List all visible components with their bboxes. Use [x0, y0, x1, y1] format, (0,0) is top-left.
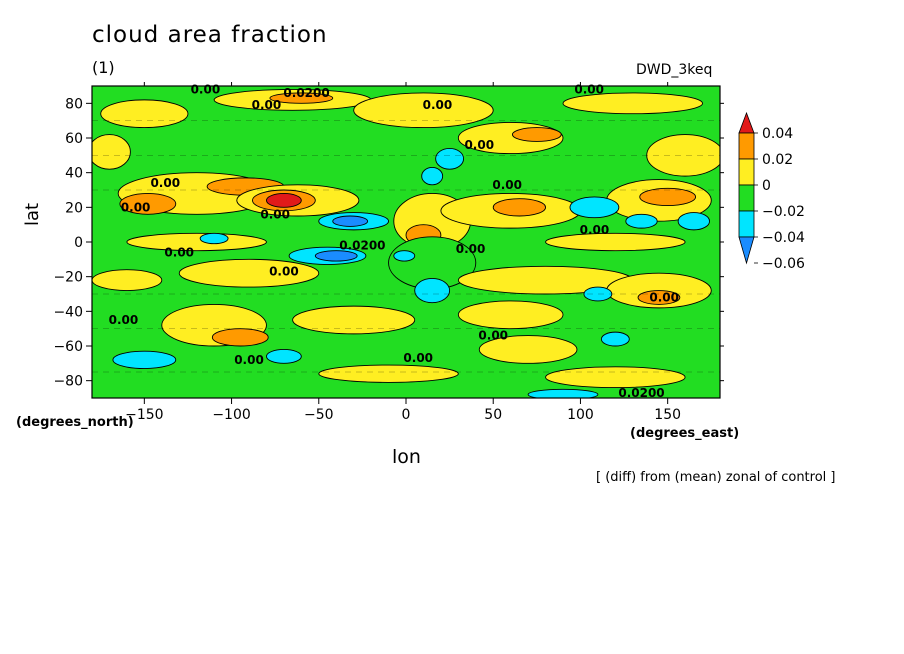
- contour-label: 0.00: [150, 176, 180, 190]
- contour-label: 0.00: [269, 264, 299, 278]
- colorbar: 0.04 0.02 0 −0.02 −0.04 −0.06: [738, 111, 805, 272]
- field-region: [421, 167, 444, 186]
- field-region: [199, 232, 229, 245]
- field-region: [92, 134, 131, 170]
- y-tick-label: 80: [65, 96, 83, 112]
- y-tick-label: −40: [53, 304, 83, 320]
- colorbar-label: −0.04: [762, 230, 805, 246]
- field-region: [112, 350, 177, 369]
- field-region: [119, 193, 177, 215]
- contour-label: 0.00: [478, 329, 508, 343]
- field-region: [639, 187, 697, 207]
- y-tick-label: 20: [65, 200, 83, 216]
- field-region: [265, 193, 302, 208]
- field-region: [478, 335, 578, 364]
- x-tick-label: 0: [402, 407, 411, 423]
- panel-label: (1): [92, 58, 115, 77]
- contour-label: 0.00: [423, 98, 453, 112]
- field-region: [569, 196, 620, 219]
- x-tick-label: −150: [125, 407, 163, 423]
- field-region: [292, 305, 416, 335]
- field-region: [545, 366, 686, 389]
- colorbar-label: 0: [762, 178, 771, 194]
- contour-label: 0.0200: [339, 238, 385, 252]
- field-region: [435, 147, 465, 170]
- contour-label: 0.00: [464, 138, 494, 152]
- contour-label: 0.00: [191, 82, 221, 96]
- field-region: [492, 198, 547, 217]
- colorbar-segment: [738, 158, 755, 186]
- colorbar-segment: [738, 184, 755, 212]
- colorbar-segment: [738, 132, 755, 160]
- field-region: [353, 92, 494, 129]
- contour-label: 0.00: [574, 82, 604, 96]
- field-region: [178, 258, 320, 288]
- field-region: [677, 212, 710, 231]
- colorbar-label: 0.02: [762, 152, 793, 168]
- colorbar-segment: [738, 210, 755, 238]
- colorbar-extend-high: [738, 111, 755, 134]
- field-region: [92, 269, 163, 291]
- x-tick-label: −50: [304, 407, 334, 423]
- contour-label: 0.00: [580, 223, 610, 237]
- contour-label: 0.0200: [618, 386, 664, 400]
- contour-label: 0.00: [492, 178, 522, 192]
- contour-label: 0.0200: [283, 86, 329, 100]
- field-region: [100, 99, 189, 129]
- axes-layer: −150 −100 −50 0 50 100 150 −80 −60 −40 −20 0 20 40 60 8…: [53, 82, 724, 423]
- contour-label: 0.00: [121, 200, 151, 214]
- contour-label: 0.00: [234, 353, 264, 367]
- field-layer: [92, 86, 720, 398]
- y-tick-label: 0: [74, 235, 83, 251]
- field-region: [318, 364, 459, 383]
- field-region: [393, 250, 416, 262]
- contour-label: 0.00: [164, 245, 194, 259]
- contour-label: 0.00: [649, 290, 679, 304]
- colorbar-label: −0.02: [762, 204, 805, 220]
- field-region: [332, 215, 369, 227]
- field-region: [600, 331, 630, 347]
- field-region: [562, 92, 704, 115]
- field-region: [414, 277, 451, 304]
- dataset-label: DWD_3keq: [636, 62, 713, 78]
- y-tick-label: −80: [53, 374, 83, 390]
- contour-label: 0.00: [252, 98, 282, 112]
- y-axis-units: (degrees_north): [16, 415, 134, 430]
- x-tick-label: 50: [484, 407, 502, 423]
- x-axis-label: lon: [392, 446, 421, 468]
- x-axis-units: (degrees_east): [630, 426, 740, 441]
- field-region: [545, 232, 686, 252]
- colorbar-extend-low: [738, 236, 755, 265]
- x-tick-label: 150: [654, 407, 681, 423]
- operation-note: [ (diff) from (mean) zonal of control ]: [596, 470, 836, 485]
- field-region: [126, 232, 267, 252]
- colorbar-label: −0.06: [762, 256, 805, 272]
- x-tick-label: −100: [212, 407, 250, 423]
- y-tick-label: −20: [53, 270, 83, 286]
- chart-title: cloud area fraction: [92, 22, 328, 48]
- contour-label: 0.00: [260, 207, 290, 221]
- field-region: [265, 349, 302, 364]
- field-region: [511, 127, 562, 142]
- x-tick-label: 100: [567, 407, 594, 423]
- contour-label: 0.00: [456, 242, 486, 256]
- field-region: [269, 92, 334, 104]
- contour-label: 0.00: [403, 351, 433, 365]
- field-region: [625, 213, 658, 229]
- field-region: [211, 328, 269, 347]
- field-region: [457, 300, 564, 330]
- colorbar-label: 0.04: [762, 126, 793, 142]
- y-tick-label: 40: [65, 166, 83, 182]
- y-tick-label: −60: [53, 339, 83, 355]
- y-tick-label: 60: [65, 131, 83, 147]
- field-region: [527, 388, 599, 398]
- contour-label: 0.00: [109, 313, 139, 327]
- field-region: [314, 250, 358, 262]
